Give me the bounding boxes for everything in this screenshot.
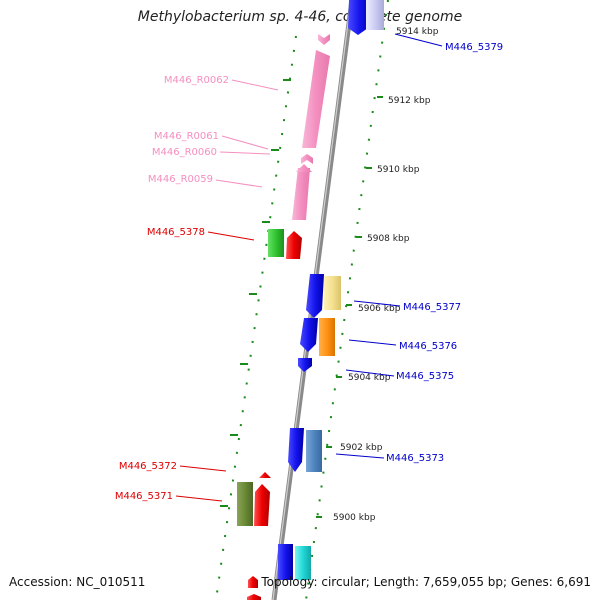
scale-label: 5906 kbp (358, 304, 401, 314)
label-5375: M446_5375 (396, 371, 454, 382)
label-r0062: M446_R0062 (164, 75, 229, 86)
gene-bottom-red-2 (247, 594, 261, 600)
label-5377: M446_5377 (403, 302, 461, 313)
gene-5377-yellow (324, 276, 341, 310)
leader-lines (175, 33, 443, 502)
forward-strand-genes (278, 0, 384, 580)
gene-5375 (298, 358, 312, 372)
label-5379: M446_5379 (445, 42, 503, 53)
scale-label: 5902 kbp (340, 443, 383, 453)
label-5371: M446_5371 (115, 491, 173, 502)
gene-5378 (286, 231, 302, 259)
gene-r0059 (292, 168, 310, 220)
scale-label: 5912 kbp (388, 96, 431, 106)
gene-bottom-red (248, 576, 258, 588)
gene-labels: M446_R0062 M446_R0061 M446_R0060 M446_R0… (115, 42, 503, 502)
gene-5373-blue (288, 428, 304, 472)
gene-r0059-head (296, 164, 312, 172)
major-ticks (220, 79, 383, 518)
scale-label: 5914 kbp (396, 27, 439, 37)
label-5378: M446_5378 (147, 227, 205, 238)
gene-5372 (259, 472, 271, 478)
scale-label: 5904 kbp (348, 373, 391, 383)
scale-label: 5910 kbp (377, 165, 420, 175)
gene-5376-blue (300, 318, 318, 352)
gene-5371 (254, 484, 270, 526)
scale-label: 5900 kbp (333, 513, 376, 523)
gene-bottom-blue (278, 544, 293, 580)
gene-5378-green (268, 229, 284, 257)
gene-r0060 (301, 154, 313, 164)
gene-r0062 (318, 34, 330, 45)
accession-text: Accession: NC_010511 (9, 575, 146, 589)
label-r0060: M446_R0060 (152, 147, 217, 158)
gene-5371-olive (237, 482, 253, 526)
label-5372: M446_5372 (119, 461, 177, 472)
gene-5376-orange (319, 318, 335, 356)
ruler-track-right (305, 0, 389, 600)
gene-bottom-cyan (295, 546, 311, 580)
label-5373: M446_5373 (386, 453, 444, 464)
label-5376: M446_5376 (399, 341, 457, 352)
gene-r0062-body (302, 50, 330, 148)
topology-text: Topology: circular; Length: 7,659,055 bp… (261, 575, 591, 589)
gene-5379-lav (366, 0, 384, 30)
scale-labels: 5914 kbp 5912 kbp 5910 kbp 5908 kbp 5906… (333, 27, 439, 523)
reverse-strand-genes (237, 34, 330, 600)
gene-5377-blue (306, 274, 324, 318)
gene-5379 (348, 0, 371, 35)
scale-label: 5908 kbp (367, 234, 410, 244)
label-r0059: M446_R0059 (148, 174, 213, 185)
gene-5373-steel (306, 430, 322, 472)
label-r0061: M446_R0061 (154, 131, 219, 142)
